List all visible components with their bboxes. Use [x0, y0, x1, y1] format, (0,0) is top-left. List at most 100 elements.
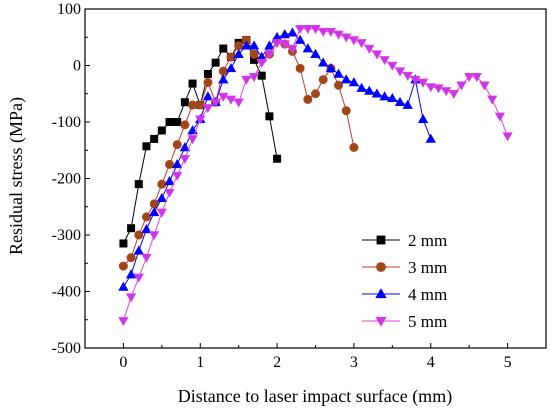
- data-point: [150, 134, 159, 143]
- data-point: [127, 224, 136, 233]
- data-point: [219, 44, 228, 53]
- data-point: [156, 192, 168, 203]
- data-point: [448, 89, 459, 100]
- data-point: [157, 179, 167, 189]
- data-point: [279, 40, 290, 50]
- data-point: [463, 73, 475, 83]
- data-point: [394, 67, 406, 77]
- data-point: [188, 100, 198, 110]
- data-point: [325, 27, 337, 37]
- data-point: [410, 75, 421, 85]
- legend-marker: [376, 262, 386, 272]
- legend-marker: [375, 288, 387, 299]
- data-point: [172, 140, 182, 150]
- y-tick-label: -400: [52, 284, 81, 301]
- data-point: [325, 63, 337, 73]
- data-point: [295, 63, 305, 73]
- data-point: [125, 269, 137, 279]
- data-point: [425, 83, 436, 93]
- data-point: [494, 112, 506, 122]
- x-tick-label: 5: [504, 354, 512, 371]
- data-point: [125, 293, 137, 303]
- data-point: [164, 176, 175, 186]
- y-tick-label: -100: [52, 114, 81, 131]
- data-point: [211, 58, 220, 67]
- data-point: [287, 27, 298, 37]
- data-point: [133, 273, 144, 283]
- data-point: [265, 112, 274, 121]
- data-point: [387, 92, 398, 103]
- data-point: [341, 33, 352, 43]
- data-point: [126, 253, 136, 263]
- data-point: [118, 261, 128, 271]
- data-point: [333, 68, 344, 78]
- data-point: [172, 171, 183, 181]
- series-4: [118, 24, 513, 327]
- data-point: [172, 159, 183, 169]
- data-point: [141, 212, 151, 222]
- data-point: [218, 92, 229, 102]
- data-point: [456, 81, 467, 91]
- data-point: [440, 87, 452, 97]
- data-point: [433, 84, 444, 94]
- data-point: [226, 52, 236, 62]
- data-point: [234, 41, 244, 51]
- data-point: [303, 94, 313, 104]
- legend-item: 5 mm: [362, 312, 447, 331]
- data-point: [148, 231, 160, 241]
- y-axis-title: Residual stress (MPa): [6, 97, 27, 255]
- data-point: [310, 24, 321, 35]
- data-point: [179, 154, 191, 165]
- plot-frame: [84, 8, 547, 349]
- data-point: [118, 317, 129, 327]
- x-axis-title: Distance to laser impact surface (mm): [178, 386, 452, 407]
- y-tick-label: 0: [73, 58, 81, 75]
- data-point: [317, 27, 329, 37]
- data-point: [142, 142, 151, 151]
- data-point: [210, 98, 221, 108]
- data-point: [364, 44, 375, 54]
- data-point: [371, 88, 383, 98]
- data-point: [180, 120, 190, 130]
- data-point: [179, 142, 191, 152]
- data-point: [333, 30, 344, 40]
- x-tick-label: 3: [350, 354, 358, 371]
- data-point: [349, 142, 359, 152]
- data-point: [202, 91, 214, 101]
- data-point: [134, 230, 144, 240]
- y-tick-label: -500: [52, 340, 81, 357]
- data-point: [417, 78, 429, 88]
- x-tick-label: 1: [196, 354, 204, 371]
- data-point: [165, 118, 174, 127]
- data-point: [264, 40, 275, 50]
- data-point: [310, 48, 321, 58]
- data-point: [348, 36, 360, 46]
- data-point: [233, 98, 244, 108]
- data-point: [157, 126, 166, 135]
- data-point: [164, 188, 175, 198]
- legend-label: 2 mm: [408, 231, 447, 250]
- data-point: [310, 89, 320, 99]
- data-point: [173, 118, 182, 127]
- data-point: [479, 81, 490, 91]
- data-point: [294, 24, 306, 35]
- data-point: [425, 133, 436, 143]
- legend-label: 4 mm: [408, 285, 447, 304]
- data-point: [417, 113, 429, 123]
- data-point: [471, 73, 483, 83]
- data-point: [133, 245, 144, 255]
- x-tick-label: 0: [119, 354, 127, 371]
- data-point: [249, 49, 259, 59]
- legend: 2 mm 3 mm 4 mm 5 mm: [362, 231, 447, 331]
- data-point: [119, 239, 128, 248]
- data-point: [195, 100, 205, 110]
- data-point: [187, 135, 198, 145]
- y-tick-label: 100: [57, 1, 81, 18]
- legend-marker: [375, 316, 387, 327]
- data-point: [195, 115, 206, 125]
- data-point: [225, 95, 237, 105]
- data-point: [334, 80, 344, 90]
- data-point: [241, 75, 252, 85]
- data-point: [241, 40, 252, 50]
